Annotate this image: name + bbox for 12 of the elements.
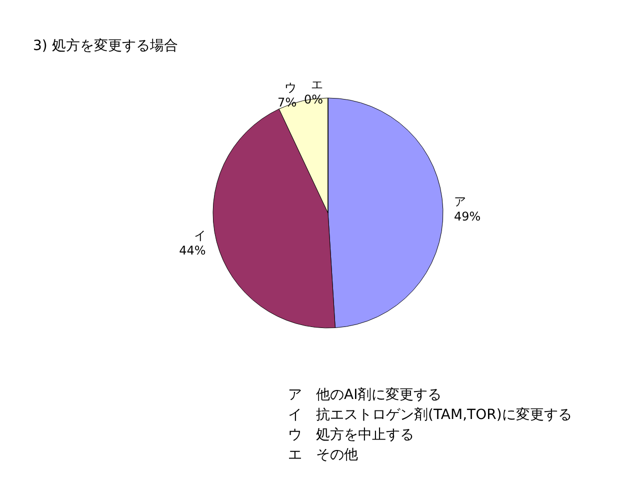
chart-title: 3) 処方を変更する場合 [33,38,178,54]
data-label: 49% [454,210,481,224]
slice-label: イ [194,228,206,243]
slice-label: ア [454,194,466,209]
data-label: 7% [278,95,297,110]
text: ア 他のAI剤に変更する [288,387,442,403]
data-label: 44% [179,244,206,258]
text: イ 抗エストロゲン剤(TAM,TOR)に変更する [288,407,572,423]
category-label: エ [311,78,323,92]
text: エ その他 [288,447,358,463]
text: ウ 処方を中止する [288,427,414,443]
slice-label: ウ [284,80,297,94]
